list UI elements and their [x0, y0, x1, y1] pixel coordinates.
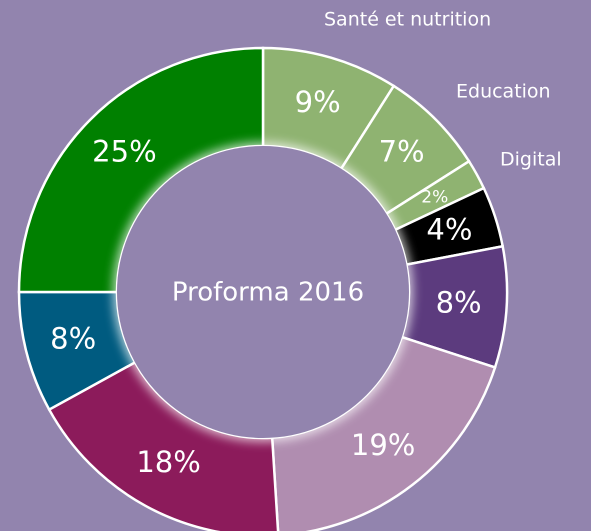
- value-label: 2%: [421, 188, 448, 208]
- value-label: 8%: [436, 285, 482, 319]
- value-label: 8%: [50, 322, 96, 356]
- category-label: Digital: [500, 149, 562, 171]
- value-label: 25%: [92, 134, 156, 168]
- category-label: Education: [456, 81, 551, 103]
- value-label: 9%: [295, 85, 341, 119]
- value-label: 19%: [351, 428, 415, 462]
- category-label: Santé et nutrition: [324, 9, 491, 31]
- value-label: 7%: [379, 134, 425, 168]
- center-hole: [117, 146, 409, 438]
- value-label: 4%: [426, 212, 472, 246]
- value-label: 18%: [136, 445, 200, 479]
- center-label: Proforma 2016: [172, 278, 364, 308]
